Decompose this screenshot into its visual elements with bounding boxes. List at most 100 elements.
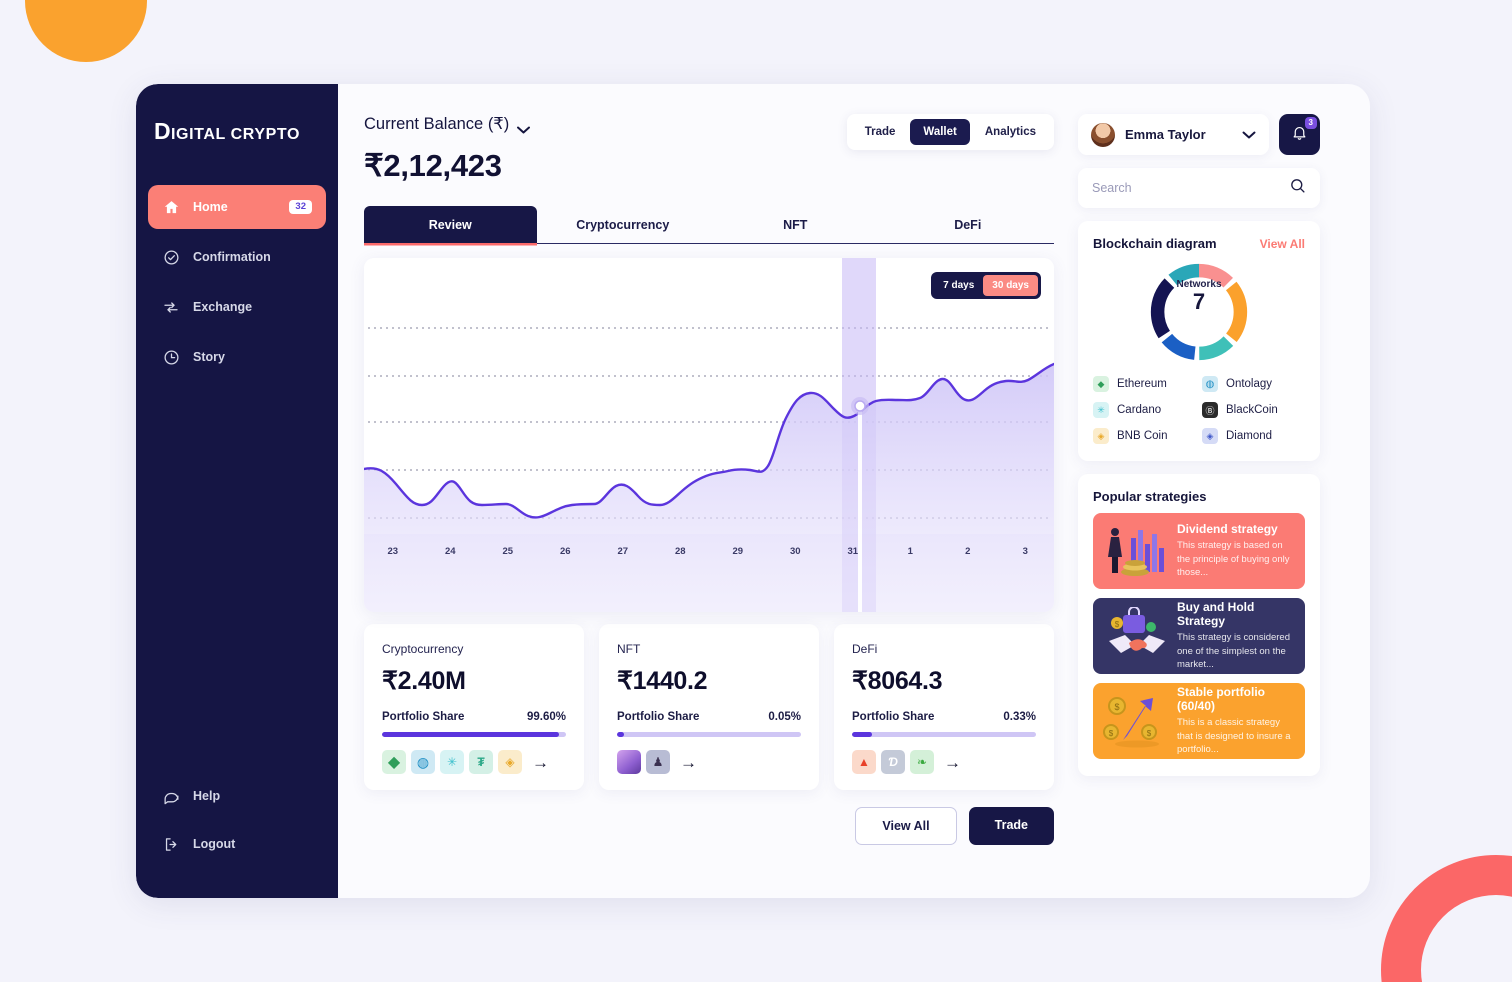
cardano-icon: ✳ [1093, 402, 1109, 418]
bell-icon [1291, 124, 1308, 146]
share-label: Portfolio Share [617, 711, 700, 723]
sidebar-item-story[interactable]: Story [148, 335, 326, 379]
stat-value: ₹8064.3 [852, 667, 943, 695]
action-buttons: View All Trade [364, 807, 1054, 845]
x-tick: 3 [1022, 546, 1028, 557]
avalanche-icon[interactable]: ▲ [852, 750, 876, 774]
legend-item-diamond[interactable]: ◈ Diamond [1202, 428, 1305, 444]
strategy-text: Stable portfolio (60/40) This is a class… [1177, 685, 1294, 757]
sidebar-item-label: Exchange [193, 300, 253, 314]
sidebar-item-confirmation[interactable]: Confirmation [148, 235, 326, 279]
x-tick: 29 [732, 546, 744, 557]
search-icon[interactable] [1289, 177, 1306, 199]
decorative-orange-circle [25, 0, 147, 62]
sidebar-item-label: Home [193, 200, 228, 214]
notifications-button[interactable]: 3 [1279, 114, 1320, 155]
portfolio-share-row: Portfolio Share 99.60% [382, 711, 566, 723]
user-row: Emma Taylor 3 [1078, 114, 1320, 155]
blockchain-view-all-link[interactable]: View All [1259, 236, 1305, 251]
strategy-card-buy-and-hold[interactable]: $ Buy and Hold Strategy This strategy is… [1093, 598, 1305, 674]
bnb-icon[interactable]: ◈ [498, 750, 522, 774]
sidebar-item-help[interactable]: Help [148, 782, 326, 810]
stat-title: Cryptocurrency [382, 642, 464, 656]
svg-text:$: $ [1147, 729, 1152, 738]
tab-defi[interactable]: DeFi [954, 218, 982, 232]
stat-value: ₹1440.2 [617, 667, 708, 695]
strategy-card-dividend[interactable]: Dividend strategy This strategy is based… [1093, 513, 1305, 589]
tab-nft[interactable]: NFT [783, 218, 808, 232]
sidebar-item-label: Story [193, 350, 225, 364]
panel-title: Blockchain diagram [1093, 236, 1217, 251]
stat-value: ₹2.40M [382, 667, 466, 695]
right-rail: Emma Taylor 3 [1078, 114, 1344, 898]
ethereum-icon[interactable]: ◆ [382, 750, 406, 774]
nft-avatar-icon[interactable]: ♟ [646, 750, 670, 774]
tab-review[interactable]: Review [364, 206, 537, 243]
neo-icon[interactable]: ❧ [910, 750, 934, 774]
app-window: DIGITAL CRYPTO Home 32 Confirmation [136, 84, 1370, 898]
avatar [1091, 122, 1115, 147]
coin-list: ♟ → [617, 750, 801, 774]
x-tick: 1 [907, 546, 913, 557]
ethereum-icon: ◆ [1093, 376, 1109, 392]
ontology-icon: ◍ [1202, 376, 1218, 392]
notification-count-badge: 3 [1304, 117, 1317, 129]
balance-selector[interactable]: Current Balance (₹) [364, 114, 531, 134]
dash-icon[interactable]: Ɗ [881, 750, 905, 774]
range-7-days[interactable]: 7 days [943, 280, 975, 291]
toggle-trade[interactable]: Trade [864, 126, 896, 138]
search-input[interactable] [1092, 181, 1289, 195]
arrow-right-icon[interactable]: → [532, 752, 549, 772]
strategy-desc: This strategy is based on the principle … [1177, 539, 1290, 579]
arrow-coins-art: $ $ $ [1101, 692, 1173, 750]
chart-x-axis: 23 24 25 26 27 28 29 30 31 1 2 3 [364, 546, 1054, 557]
ontology-icon[interactable]: ◍ [411, 750, 435, 774]
sidebar-item-home[interactable]: Home 32 [148, 185, 326, 229]
brand-logo: DIGITAL CRYPTO [136, 118, 338, 145]
view-all-button[interactable]: View All [855, 807, 957, 845]
toggle-wallet[interactable]: Wallet [910, 119, 970, 145]
range-30-days[interactable]: 30 days [983, 275, 1038, 296]
network-legend: ◆ Ethereum ◍ Ontolagy ✳ Cardano Ⓑ BlackC… [1093, 376, 1305, 444]
strategy-name: Buy and Hold Strategy [1177, 599, 1255, 628]
legend-label: Cardano [1117, 404, 1162, 416]
diamond-icon: ◈ [1202, 428, 1218, 444]
share-progress-bar [617, 732, 801, 737]
handshake-art: $ [1101, 607, 1173, 665]
legend-label: BlackCoin [1226, 404, 1278, 416]
x-tick: 31 [847, 546, 859, 557]
home-icon [162, 198, 180, 216]
toggle-analytics[interactable]: Analytics [984, 126, 1036, 138]
sidebar-item-label: Help [193, 789, 221, 803]
tether-icon[interactable]: ₮ [469, 750, 493, 774]
search-bar[interactable] [1078, 168, 1320, 208]
legend-item-ontolagy[interactable]: ◍ Ontolagy [1202, 376, 1305, 392]
legend-label: Ethereum [1117, 378, 1167, 390]
legend-item-blackcoin[interactable]: Ⓑ BlackCoin [1202, 402, 1305, 418]
share-percent: 99.60% [526, 711, 566, 723]
stat-card-defi: DeFi ₹8064.3 Portfolio Share 0.33% ▲ Ɗ ❧… [834, 624, 1054, 790]
sidebar-item-label: Confirmation [193, 250, 271, 264]
sidebar-nav: Home 32 Confirmation Exchange Story [136, 185, 338, 379]
arrow-right-icon[interactable]: → [680, 752, 697, 772]
arrow-right-icon[interactable]: → [944, 752, 961, 772]
user-menu[interactable]: Emma Taylor [1078, 114, 1269, 155]
networks-count: 7 [1192, 289, 1206, 314]
legend-item-cardano[interactable]: ✳ Cardano [1093, 402, 1196, 418]
exchange-arrows-icon [162, 298, 180, 316]
trade-button[interactable]: Trade [968, 807, 1054, 845]
tab-cryptocurrency[interactable]: Cryptocurrency [576, 218, 670, 232]
cardano-icon[interactable]: ✳ [440, 750, 464, 774]
balance-chart-card: 7 days 30 days [364, 258, 1054, 612]
strategy-desc: This strategy is considered one of the s… [1177, 631, 1290, 671]
legend-item-bnb-coin[interactable]: ◈ BNB Coin [1093, 428, 1196, 444]
nft-landscape-icon[interactable] [617, 750, 641, 774]
balance-header: Current Balance (₹) ₹2,12,423 Trade Wall… [364, 114, 1054, 184]
legend-label: Diamond [1226, 430, 1273, 442]
strategy-card-stable-portfolio[interactable]: $ $ $ Stable portfolio (60/40) This is a… [1093, 683, 1305, 759]
sidebar-item-exchange[interactable]: Exchange [148, 285, 326, 329]
strategy-name: Dividend strategy [1177, 521, 1278, 536]
networks-donut-chart: Networks 7 [1093, 258, 1305, 366]
legend-item-ethereum[interactable]: ◆ Ethereum [1093, 376, 1196, 392]
sidebar-item-logout[interactable]: Logout [148, 830, 326, 858]
